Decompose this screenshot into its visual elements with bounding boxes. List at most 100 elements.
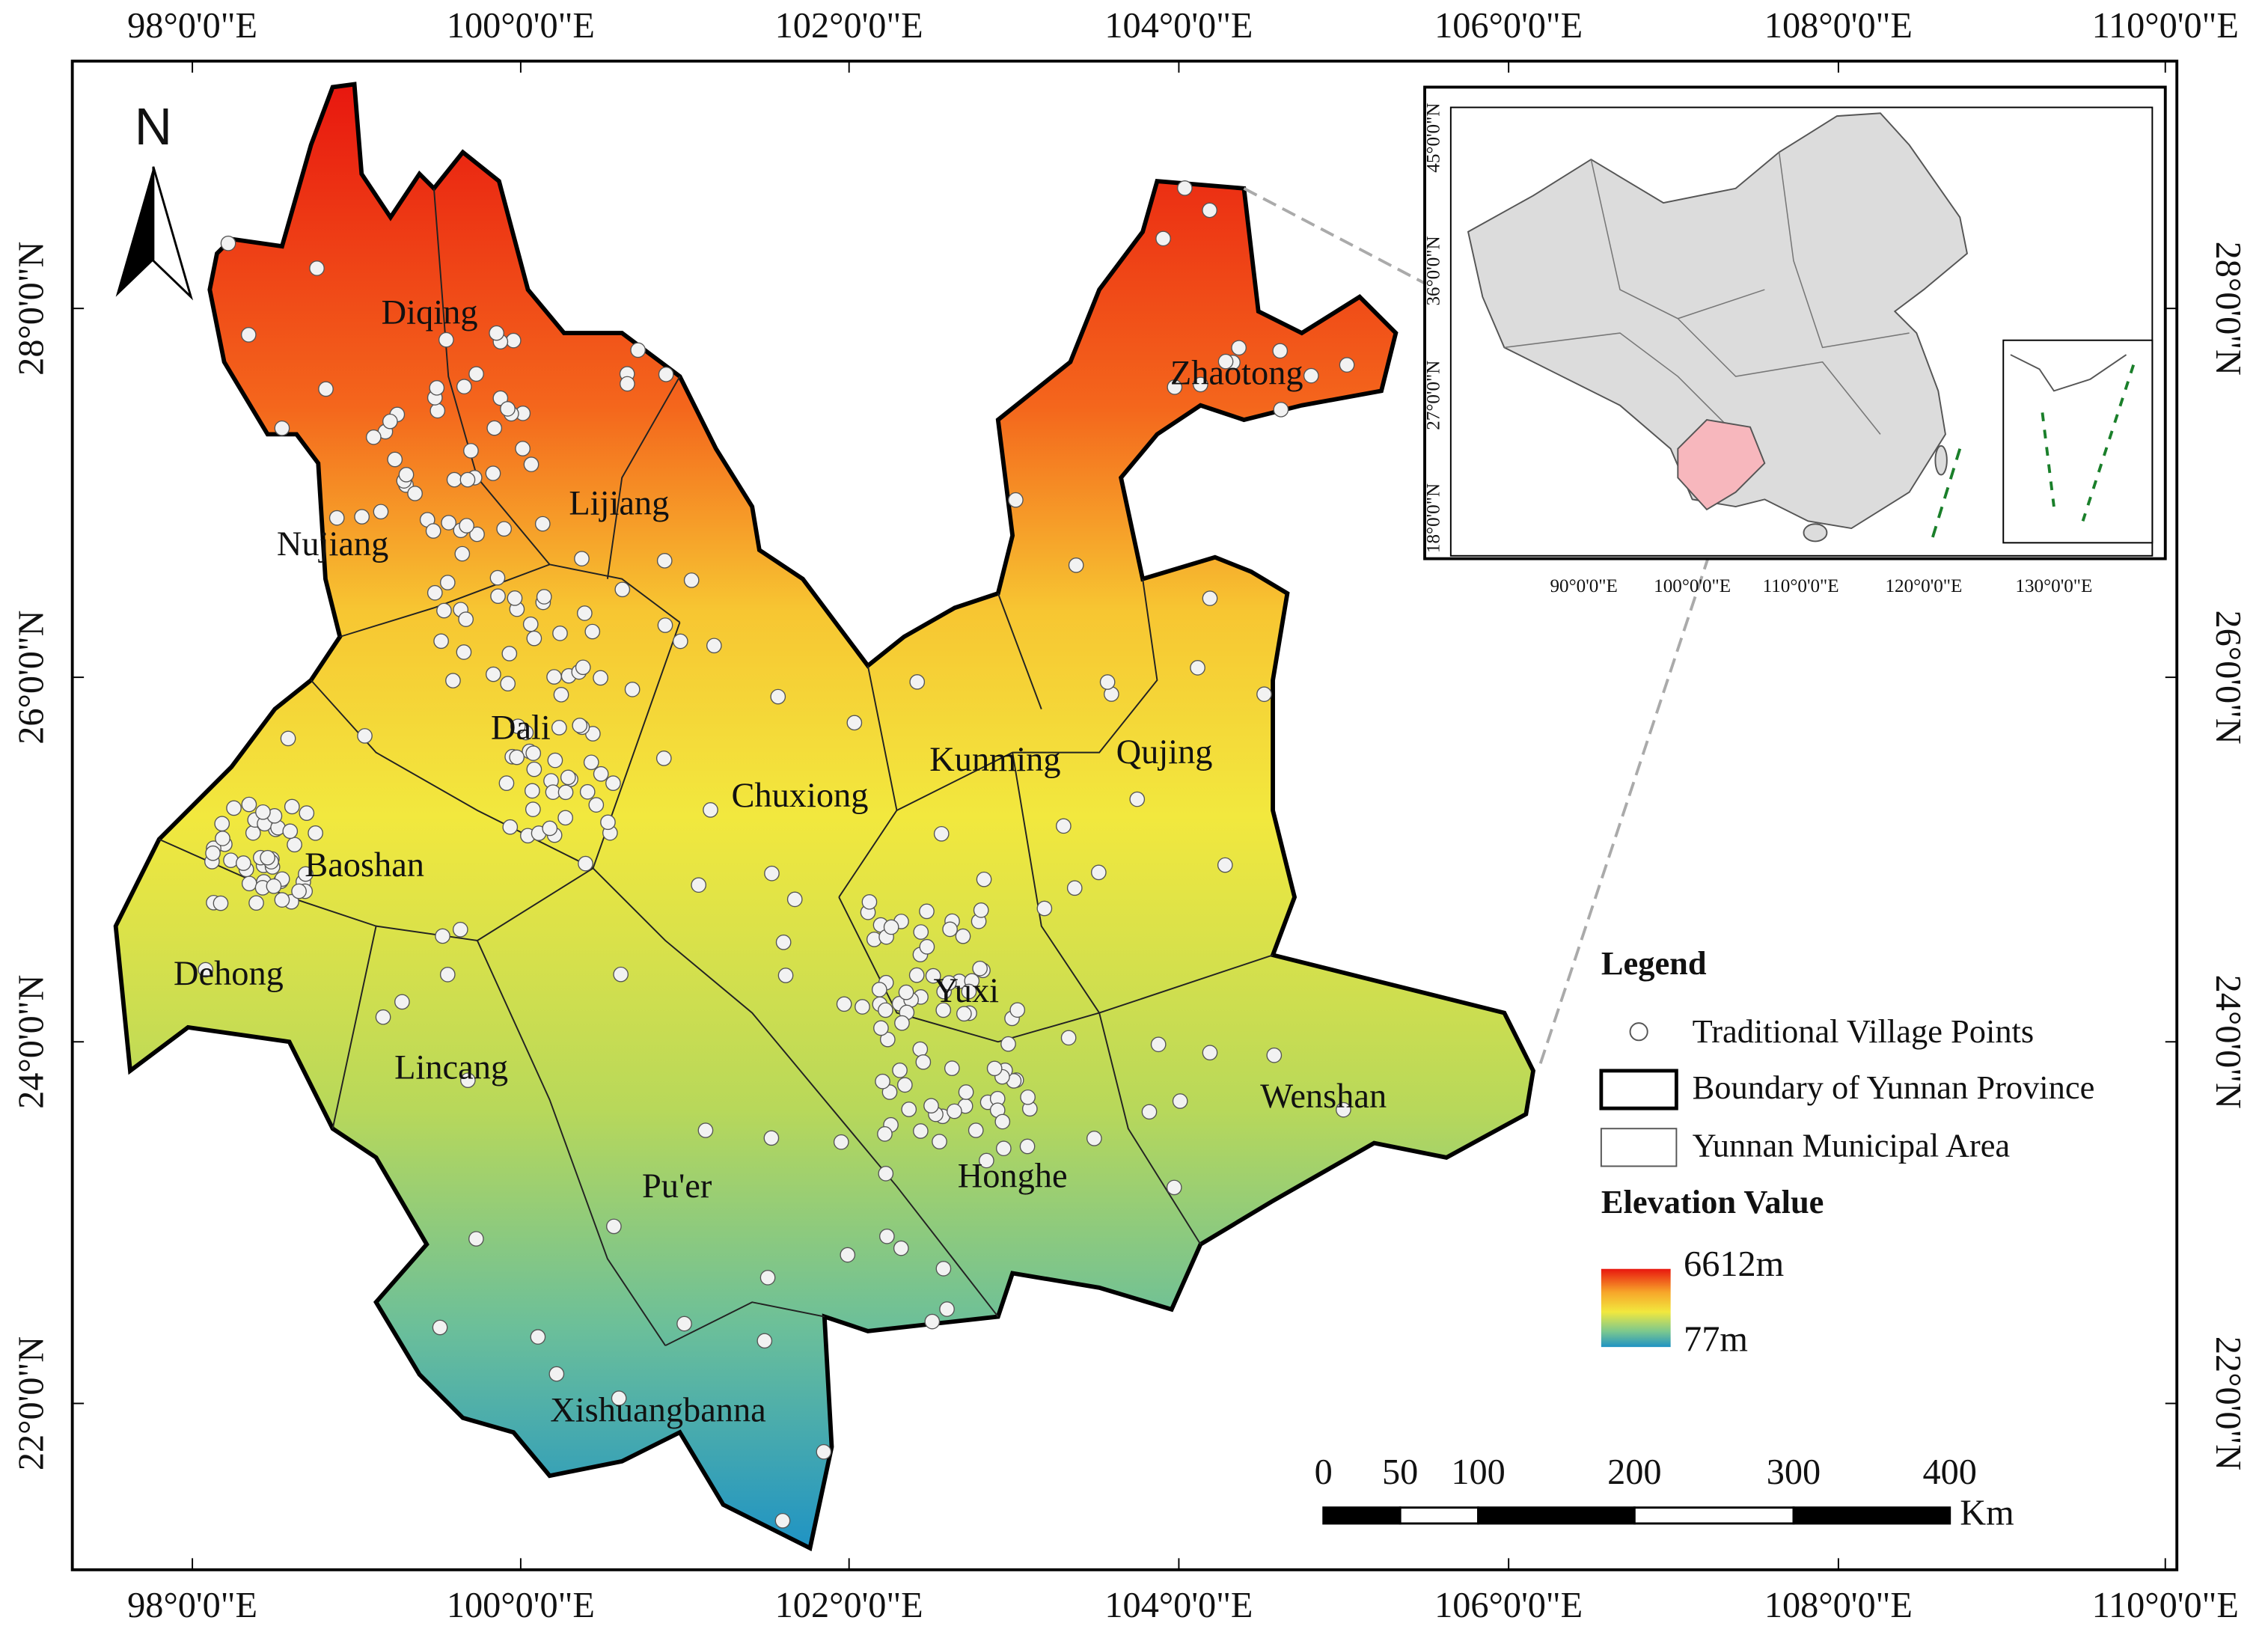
municipal-boundary xyxy=(606,376,681,579)
village-point xyxy=(892,1062,908,1078)
village-point xyxy=(515,441,531,456)
scale-bar-label: 50 xyxy=(1382,1452,1418,1492)
village-point xyxy=(1202,1045,1218,1061)
village-point xyxy=(1060,1030,1077,1046)
village-point xyxy=(877,1126,893,1142)
municipal-boundary xyxy=(664,1301,825,1347)
village-point xyxy=(657,617,673,633)
village-point xyxy=(439,575,456,590)
village-point xyxy=(205,845,221,861)
village-point xyxy=(575,659,591,676)
village-point xyxy=(486,666,501,682)
village-point xyxy=(915,1054,932,1070)
village-point xyxy=(593,766,609,782)
village-point xyxy=(1202,590,1218,606)
village-point xyxy=(584,623,601,640)
village-point xyxy=(1190,660,1205,676)
village-point xyxy=(441,515,456,531)
connector-line xyxy=(1538,509,1726,1064)
municipal-boundary xyxy=(838,896,1100,1043)
inset-longitude-label: 100°0'0"E xyxy=(1654,576,1731,596)
village-point xyxy=(593,670,608,686)
village-point xyxy=(452,921,468,938)
village-point xyxy=(574,551,590,566)
village-point xyxy=(498,775,515,791)
village-point xyxy=(774,1512,791,1529)
village-point xyxy=(354,509,370,525)
village-point xyxy=(944,1060,960,1076)
village-point xyxy=(923,1098,939,1114)
village-point xyxy=(947,1103,962,1119)
village-point xyxy=(775,934,792,950)
legend-item-label: Yunnan Municipal Area xyxy=(1693,1127,2011,1164)
village-point xyxy=(387,451,403,468)
village-point xyxy=(578,855,593,872)
village-point xyxy=(1036,900,1053,917)
village-point xyxy=(1193,376,1208,393)
village-point xyxy=(546,669,562,685)
village-point xyxy=(611,1390,627,1406)
latitude-label: 28°0'0"N xyxy=(2208,242,2248,376)
village-point xyxy=(763,1130,780,1146)
village-point xyxy=(1099,674,1116,690)
village-point xyxy=(492,390,509,406)
village-point xyxy=(1155,230,1171,247)
inset-latitude-label: 45°0'0"N xyxy=(1423,103,1443,173)
village-point xyxy=(579,783,596,800)
latitude-label: 22°0'0"N xyxy=(11,1336,51,1470)
village-point xyxy=(1167,379,1183,395)
village-point xyxy=(925,968,941,984)
village-point xyxy=(901,1101,917,1117)
village-point xyxy=(456,644,472,660)
inset-longitude-label: 120°0'0"E xyxy=(1885,576,1962,596)
village-point xyxy=(770,688,786,705)
longitude-label: 108°0'0"E xyxy=(1764,6,1913,46)
region-label: Xishuangbanna xyxy=(550,1392,765,1430)
village-point xyxy=(505,332,522,349)
village-point xyxy=(260,849,275,866)
scale-bar-label: 300 xyxy=(1767,1452,1821,1492)
scale-bar-label: 0 xyxy=(1315,1452,1333,1492)
village-point xyxy=(309,260,325,276)
municipal-boundary xyxy=(159,838,377,1129)
province-boundary xyxy=(1504,332,1737,435)
village-point xyxy=(1217,857,1233,873)
village-point xyxy=(365,429,382,445)
china-area xyxy=(1467,112,1968,530)
region-label: Dehong xyxy=(174,955,284,993)
village-point xyxy=(605,775,621,791)
village-point xyxy=(525,745,542,761)
region-label: Dali xyxy=(491,709,551,747)
village-point xyxy=(759,1269,776,1286)
village-point xyxy=(463,443,479,459)
village-point xyxy=(501,646,518,661)
village-point xyxy=(893,1240,909,1256)
village-point xyxy=(255,804,271,820)
region-label: Baoshan xyxy=(305,846,424,884)
scale-bar-label: 100 xyxy=(1451,1452,1505,1492)
village-point xyxy=(840,1247,856,1263)
region-label: Diqing xyxy=(382,294,478,332)
village-point xyxy=(433,633,449,650)
village-point xyxy=(939,1301,955,1317)
village-point xyxy=(756,1333,773,1349)
village-point xyxy=(846,715,863,731)
village-point xyxy=(454,546,471,562)
elevation-ramp xyxy=(1601,1268,1671,1348)
village-point xyxy=(1217,353,1234,370)
village-point xyxy=(1266,1047,1283,1063)
village-point xyxy=(548,1366,565,1382)
village-point xyxy=(500,676,516,691)
village-point xyxy=(614,581,631,598)
village-point xyxy=(1008,492,1024,508)
village-point xyxy=(274,420,290,436)
yunnan-highlight xyxy=(1677,419,1766,511)
village-point xyxy=(526,761,542,777)
latitude-label: 26°0'0"N xyxy=(11,610,51,744)
longitude-label: 102°0'0"E xyxy=(775,1586,923,1625)
village-point xyxy=(459,518,474,534)
inset-longitude-label: 130°0'0"E xyxy=(2015,576,2092,596)
latitude-label: 26°0'0"N xyxy=(2208,610,2248,744)
village-point xyxy=(875,1073,890,1090)
village-point xyxy=(357,728,373,744)
